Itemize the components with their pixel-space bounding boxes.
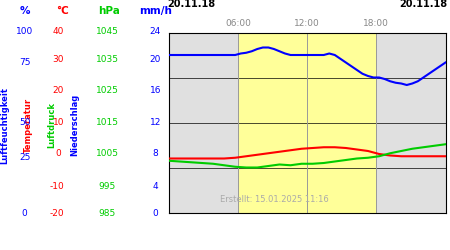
Text: -10: -10 xyxy=(50,182,64,191)
Text: 40: 40 xyxy=(53,27,64,36)
Text: 8: 8 xyxy=(153,149,158,158)
Text: 995: 995 xyxy=(99,182,116,191)
Text: 0: 0 xyxy=(56,149,61,158)
Text: -20: -20 xyxy=(50,209,64,218)
Text: 16: 16 xyxy=(149,86,161,95)
Text: 1005: 1005 xyxy=(95,149,119,158)
Text: 1035: 1035 xyxy=(95,56,119,64)
Text: hPa: hPa xyxy=(98,6,120,16)
Text: 1025: 1025 xyxy=(96,86,118,95)
Text: 1015: 1015 xyxy=(95,118,119,127)
Text: 20.11.18: 20.11.18 xyxy=(399,0,447,9)
Text: 0: 0 xyxy=(153,209,158,218)
Text: 100: 100 xyxy=(16,27,33,36)
Text: 12: 12 xyxy=(149,118,161,127)
Text: °C: °C xyxy=(56,6,68,16)
Text: 1045: 1045 xyxy=(96,27,118,36)
Text: Luftdruck: Luftdruck xyxy=(47,102,56,148)
Text: %: % xyxy=(19,6,30,16)
Text: 25: 25 xyxy=(19,153,31,162)
Text: 0: 0 xyxy=(22,209,27,218)
Text: 20: 20 xyxy=(149,56,161,64)
Text: Erstellt: 15.01.2025 11:16: Erstellt: 15.01.2025 11:16 xyxy=(220,194,328,203)
Text: 30: 30 xyxy=(53,56,64,64)
Text: 50: 50 xyxy=(19,118,31,127)
Bar xyxy=(238,32,376,212)
Text: mm/h: mm/h xyxy=(139,6,172,16)
Text: 20.11.18: 20.11.18 xyxy=(167,0,216,9)
Text: 75: 75 xyxy=(19,58,31,67)
Text: Luftfeuchtigkeit: Luftfeuchtigkeit xyxy=(0,86,9,164)
Text: 4: 4 xyxy=(153,182,158,191)
Text: 985: 985 xyxy=(99,209,116,218)
Text: Temperatur: Temperatur xyxy=(23,98,32,152)
Text: 24: 24 xyxy=(149,27,161,36)
Text: 10: 10 xyxy=(53,118,64,127)
Text: Niederschlag: Niederschlag xyxy=(70,94,79,156)
Text: 20: 20 xyxy=(53,86,64,95)
